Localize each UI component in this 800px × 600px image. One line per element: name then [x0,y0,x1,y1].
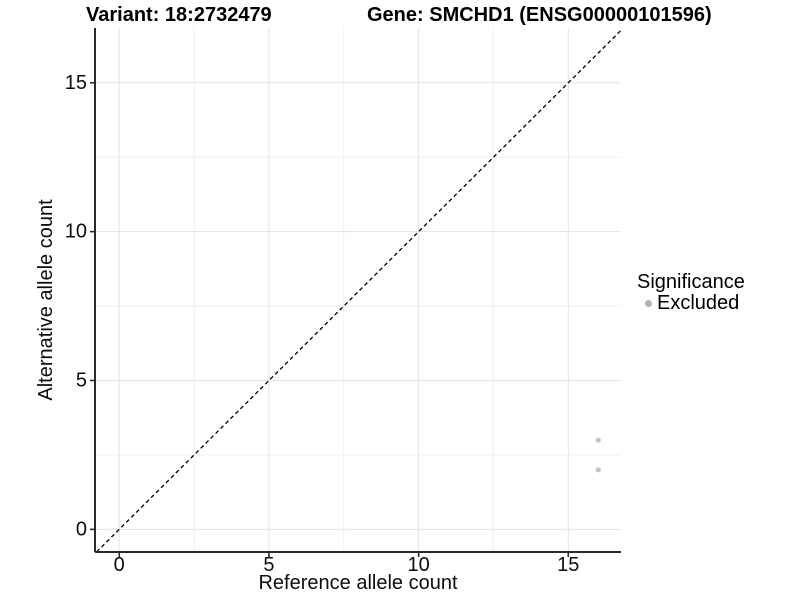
plot-title-variant: Variant: 18:2732479 [86,4,272,26]
legend-item-excluded: Excluded [637,293,745,313]
y-axis-title: Alternative allele count [35,199,57,401]
identity-dashed-line [96,29,622,553]
y-tick-label: 0 [76,518,87,540]
x-axis-title: Reference allele count [258,572,457,594]
legend-title: Significance [637,271,745,293]
plot-title-gene: Gene: SMCHD1 (ENSG00000101596) [367,4,712,26]
y-tick-label: 5 [76,370,87,392]
x-tick-label: 10 [407,554,429,576]
legend: Significance Excluded [637,272,745,313]
x-tick-label: 5 [263,554,274,576]
data-point-excluded [595,467,601,473]
y-tick-label: 10 [65,221,87,243]
legend-point-icon [645,299,652,307]
x-tick-label: 0 [114,554,125,576]
legend-item-label: Excluded [657,292,740,314]
data-point-excluded [595,437,601,443]
y-tick-label: 15 [65,72,87,94]
x-tick-label: 15 [557,554,579,576]
